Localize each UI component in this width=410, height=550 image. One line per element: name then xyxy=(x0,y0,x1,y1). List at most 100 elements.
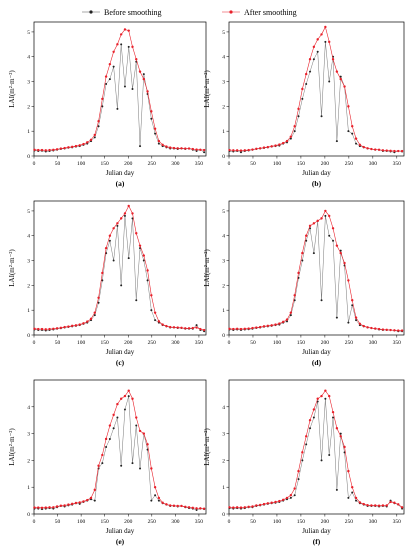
after-smoothing-point xyxy=(59,147,63,150)
after-smoothing-point xyxy=(127,204,130,208)
after-smoothing-point xyxy=(281,498,285,501)
legend: Before smoothing After smoothing xyxy=(82,8,297,17)
x-tick-label: 300 xyxy=(171,161,180,167)
after-smoothing-point xyxy=(195,507,198,510)
y-tick-label: 0 xyxy=(222,154,225,160)
after-smoothing-point xyxy=(304,234,308,237)
after-smoothing-point xyxy=(195,148,198,151)
after-smoothing-point xyxy=(335,70,339,73)
after-smoothing-point xyxy=(165,145,168,148)
x-tick-label: 200 xyxy=(321,161,330,167)
after-smoothing-point xyxy=(281,320,285,324)
after-smoothing-point xyxy=(78,323,81,326)
after-smoothing-point xyxy=(55,327,59,330)
after-smoothing-point xyxy=(351,125,354,128)
x-tick-label: 300 xyxy=(369,340,378,346)
before-smoothing-point xyxy=(297,478,300,481)
after-smoothing-point xyxy=(104,246,108,250)
y-tick-label: 3 xyxy=(27,80,30,86)
before-smoothing-line xyxy=(229,41,403,153)
y-tick-label: 3 xyxy=(222,432,225,438)
before-smoothing-point xyxy=(289,314,292,317)
after-smoothing-point xyxy=(67,146,70,149)
after-smoothing-point xyxy=(297,469,300,473)
after-smoothing-point xyxy=(239,327,243,331)
after-smoothing-point xyxy=(266,145,270,149)
y-tick-label: 2 xyxy=(222,458,225,464)
panel-label: (c) xyxy=(116,358,125,367)
after-smoothing-point xyxy=(104,75,108,78)
y-tick-label: 1 xyxy=(27,129,30,135)
before-smoothing-point xyxy=(112,65,115,68)
after-smoothing-point xyxy=(381,149,385,152)
after-smoothing-point xyxy=(239,506,243,509)
after-smoothing-point xyxy=(301,251,304,255)
before-smoothing-point xyxy=(289,496,292,499)
after-smoothing-point xyxy=(374,327,377,330)
after-smoothing-point xyxy=(328,214,331,218)
before-smoothing-point xyxy=(131,462,134,465)
before-smoothing-point xyxy=(335,488,338,491)
after-smoothing-line xyxy=(34,29,205,151)
before-smoothing-point xyxy=(195,324,198,327)
x-tick-label: 200 xyxy=(124,519,133,525)
after-smoothing-point xyxy=(362,145,365,149)
x-tick-label: 250 xyxy=(345,161,354,167)
before-smoothing-point xyxy=(286,320,289,323)
after-smoothing-line xyxy=(34,390,205,509)
after-smoothing-point xyxy=(112,50,115,53)
before-smoothing-point xyxy=(309,70,312,73)
after-smoothing-point xyxy=(366,326,369,329)
after-smoothing-point xyxy=(328,394,331,398)
after-smoothing-point xyxy=(142,432,145,435)
y-axis-label: LAI(m²·m⁻²) xyxy=(203,428,211,466)
after-smoothing-point xyxy=(78,501,81,504)
x-tick-label: 350 xyxy=(393,340,402,346)
after-smoothing-point xyxy=(247,327,250,330)
after-smoothing-point xyxy=(301,87,304,91)
after-smoothing-point xyxy=(374,148,377,151)
after-smoothing-point xyxy=(351,486,354,489)
after-smoothing-point xyxy=(165,324,168,328)
before-smoothing-point xyxy=(293,130,296,133)
x-tick-label: 200 xyxy=(124,161,133,167)
after-smoothing-point xyxy=(165,503,168,506)
x-axis-label: Julian day xyxy=(302,169,331,177)
before-smoothing-point xyxy=(347,496,350,499)
after-smoothing-point xyxy=(63,504,66,507)
after-smoothing-point xyxy=(351,299,354,302)
before-smoothing-point xyxy=(108,239,111,242)
y-tick-label: 4 xyxy=(222,234,225,240)
plot-frame xyxy=(33,379,207,515)
after-smoothing-line xyxy=(229,390,403,508)
legend-before-label: Before smoothing xyxy=(104,8,162,17)
y-tick-label: 5 xyxy=(222,209,225,215)
y-tick-label: 1 xyxy=(27,308,30,314)
before-smoothing-point xyxy=(351,304,354,307)
x-tick-label: 350 xyxy=(195,161,204,167)
before-smoothing-point xyxy=(335,316,338,319)
after-smoothing-point xyxy=(44,506,47,509)
after-smoothing-point xyxy=(289,494,293,497)
after-smoothing-point xyxy=(232,149,235,152)
plot-frame xyxy=(33,200,207,336)
after-smoothing-point xyxy=(316,38,319,41)
after-smoothing-point xyxy=(377,148,381,151)
after-smoothing-point xyxy=(199,327,202,331)
y-axis-label: LAI(m²·m⁻²) xyxy=(8,70,16,108)
after-smoothing-point xyxy=(374,504,377,507)
before-smoothing-point xyxy=(297,115,300,118)
after-smoothing-point xyxy=(89,138,93,142)
before-smoothing-point xyxy=(339,249,342,252)
after-smoothing-point xyxy=(347,105,350,108)
x-tick-label: 50 xyxy=(250,161,256,167)
before-smoothing-point xyxy=(93,499,96,502)
y-tick-label: 3 xyxy=(27,432,30,438)
y-tick-label: 1 xyxy=(222,308,225,314)
after-smoothing-point xyxy=(187,147,191,150)
after-smoothing-point xyxy=(232,327,235,331)
after-smoothing-point xyxy=(381,504,385,507)
plot-frame xyxy=(228,200,405,336)
after-smoothing-point xyxy=(297,107,300,111)
after-smoothing-point xyxy=(119,397,123,400)
